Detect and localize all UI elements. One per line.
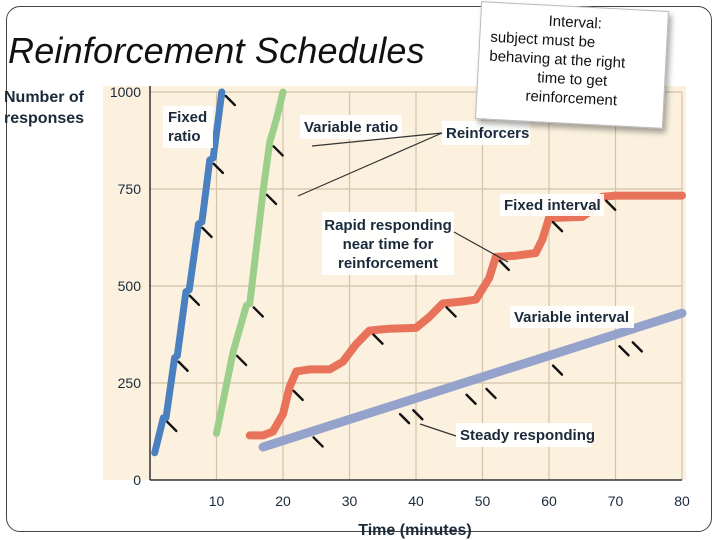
series-line-fixed-interval	[245, 191, 686, 440]
series-label-variable-interval: Variable interval	[514, 309, 629, 326]
annotation-background	[456, 423, 592, 447]
x-tick-label: 10	[209, 493, 225, 509]
reinforcer-tick-fixed-interval	[445, 306, 457, 318]
y-tick-label: 250	[118, 375, 142, 391]
reinforcer-tick-fixed-interval	[605, 199, 617, 211]
series-label-variable-ratio: Variable ratio	[304, 119, 398, 136]
reinforcer-tick-variable-interval	[465, 393, 477, 405]
x-tick-label: 50	[475, 493, 491, 509]
x-axis-title: Time (minutes)	[358, 522, 472, 539]
annotation-reinforcers: Reinforcers	[446, 125, 529, 142]
reinforcer-tick-variable-interval	[485, 387, 497, 400]
series-label-fixed-ratio: Fixed	[168, 109, 207, 126]
annotation-steady-responding: Steady responding	[460, 427, 595, 444]
interval-note-card: Interval: subject must be behaving at th…	[475, 1, 669, 129]
y-axis-title: Number of	[4, 89, 85, 106]
series-label-background	[163, 106, 213, 148]
plot-background	[103, 86, 686, 480]
x-tick-label: 60	[541, 493, 557, 509]
y-axis-title: responses	[4, 110, 84, 127]
reinforcer-tick-fixed-interval	[372, 333, 384, 345]
reinforcer-tick-variable-ratio	[252, 306, 264, 318]
reinforcer-tick-fixed-ratio	[201, 226, 213, 239]
series-label-fixed-ratio: ratio	[168, 128, 201, 145]
slide-title: Reinforcement Schedules	[8, 30, 425, 71]
slide-frame	[6, 6, 712, 532]
series-label-background	[500, 194, 604, 216]
reinforcer-tick-variable-interval	[312, 436, 324, 448]
reinforcer-tick-variable-ratio	[265, 193, 278, 206]
annotation-background	[442, 121, 530, 145]
reinforcer-tick-fixed-ratio	[166, 420, 178, 433]
annotation-leader-line	[311, 132, 443, 147]
y-tick-label: 500	[118, 278, 142, 294]
reinforcer-tick-fixed-ratio	[177, 360, 189, 372]
x-tick-label: 70	[608, 493, 624, 509]
reinforcer-tick-fixed-ratio	[188, 294, 201, 307]
annotation-leader-line	[419, 423, 457, 437]
series-label-background	[510, 306, 634, 328]
y-tick-label: 750	[118, 181, 142, 197]
annotation-background	[322, 212, 454, 275]
reinforcer-tick-fixed-interval	[551, 220, 564, 233]
annotation-rapid-responding: reinforcement	[338, 255, 438, 272]
reinforcer-tick-fixed-ratio	[224, 94, 237, 107]
annotation-leader-line	[297, 132, 443, 197]
x-tick-label: 80	[674, 493, 690, 509]
reinforcer-tick-variable-interval	[412, 409, 424, 421]
reinforcer-tick-fixed-ratio	[212, 162, 225, 175]
reinforcer-tick-variable-interval	[551, 364, 564, 376]
reinforcer-tick-variable-interval	[398, 412, 411, 425]
annotation-rapid-responding: Rapid responding	[324, 217, 452, 234]
annotation-rapid-responding: near time for	[343, 236, 434, 253]
annotation-leader-line	[453, 231, 509, 263]
x-tick-label: 40	[408, 493, 424, 509]
series-line-fixed-ratio	[151, 88, 226, 457]
reinforcer-tick-variable-interval	[631, 341, 643, 353]
series-label-background	[300, 115, 402, 139]
reinforcer-tick-fixed-interval	[292, 389, 304, 402]
y-tick-label: 1000	[110, 84, 141, 100]
x-tick-label: 20	[275, 493, 291, 509]
x-tick-label: 30	[342, 493, 358, 509]
series-line-variable-interval	[258, 308, 687, 452]
y-tick-label: 0	[133, 472, 141, 488]
reinforcer-tick-variable-ratio	[235, 354, 248, 367]
reinforcer-tick-variable-interval	[618, 345, 630, 357]
series-line-variable-ratio	[213, 88, 287, 437]
reinforcer-tick-variable-ratio	[272, 145, 284, 157]
series-label-fixed-interval: Fixed interval	[504, 197, 601, 214]
reinforcer-tick-fixed-interval	[498, 259, 510, 272]
